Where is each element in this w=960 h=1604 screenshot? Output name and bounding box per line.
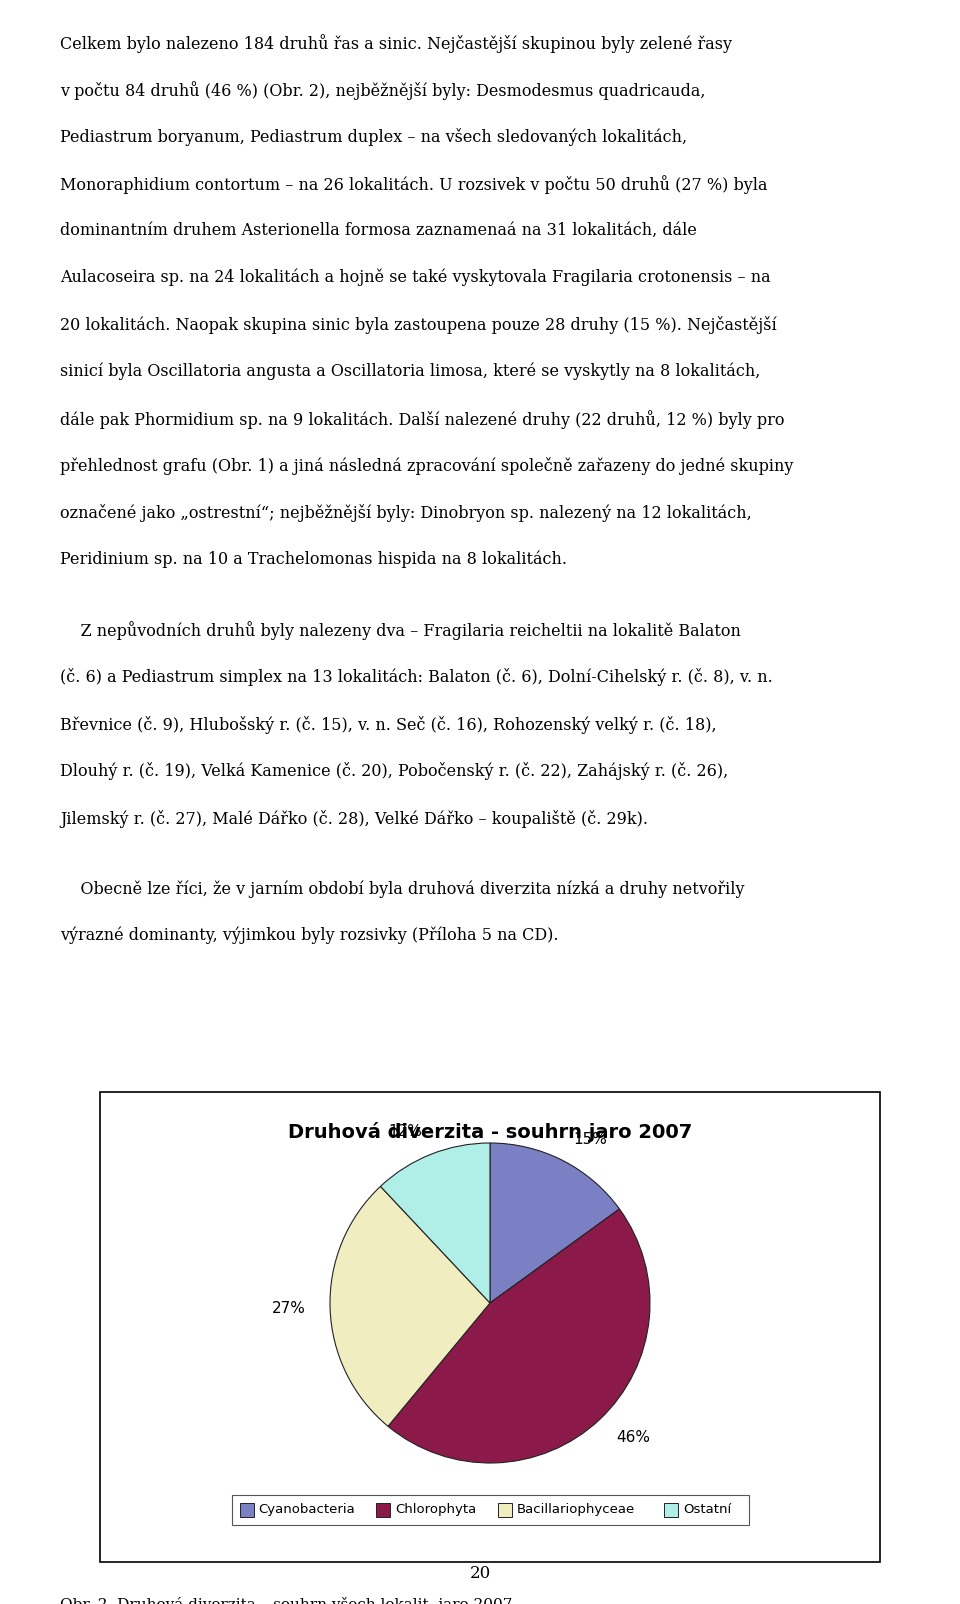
Text: Chlorophyta: Chlorophyta	[395, 1503, 476, 1516]
Text: 20 lokalitách. Naopak skupina sinic byla zastoupena pouze 28 druhy (15 %). Nejča: 20 lokalitách. Naopak skupina sinic byla…	[60, 316, 777, 334]
Text: Dlouhý r. (č. 19), Velká Kamenice (č. 20), Pobočenský r. (č. 22), Zahájský r. (č: Dlouhý r. (č. 19), Velká Kamenice (č. 20…	[60, 762, 729, 781]
Wedge shape	[490, 1144, 619, 1302]
Wedge shape	[388, 1209, 650, 1463]
Text: Aulacoseira sp. na 24 lokalitách a hojně se také vyskytovala Fragilaria crotonen: Aulacoseira sp. na 24 lokalitách a hojně…	[60, 269, 771, 287]
Text: Z nepůvodních druhů byly nalezeny dva – Fragilaria reicheltii na lokalitě Balato: Z nepůvodních druhů byly nalezeny dva – …	[60, 621, 741, 640]
Text: dále pak Phormidium sp. na 9 lokalitách. Další nalezené druhy (22 druhů, 12 %) b: dále pak Phormidium sp. na 9 lokalitách.…	[60, 411, 784, 428]
Text: Jilemský r. (č. 27), Malé Dářko (č. 28), Velké Dářko – koupaliště (č. 29k).: Jilemský r. (č. 27), Malé Dářko (č. 28),…	[60, 810, 648, 828]
Text: 27%: 27%	[273, 1301, 306, 1317]
Text: Břevnice (č. 9), Hlubošský r. (č. 15), v. n. Seč (č. 16), Rohozenský velký r. (č: Břevnice (č. 9), Hlubošský r. (č. 15), v…	[60, 715, 716, 733]
Wedge shape	[330, 1187, 490, 1426]
Text: označené jako „ostrestní“; nejběžnější byly: Dinobryon sp. nalezený na 12 lokali: označené jako „ostrestní“; nejběžnější b…	[60, 504, 752, 521]
Text: dominantním druhem Asterionella formosa zaznamenaá na 31 lokalitách, dále: dominantním druhem Asterionella formosa …	[60, 221, 697, 239]
Text: sinicí byla Oscillatoria angusta a Oscillatoria limosa, které se vyskytly na 8 l: sinicí byla Oscillatoria angusta a Oscil…	[60, 363, 760, 380]
Wedge shape	[380, 1144, 490, 1302]
Text: 12%: 12%	[389, 1124, 422, 1139]
Bar	[376, 1503, 390, 1516]
Bar	[497, 1503, 512, 1516]
Bar	[239, 1503, 253, 1516]
Bar	[231, 1495, 749, 1524]
Text: Monoraphidium contortum – na 26 lokalitách. U rozsivek v počtu 50 druhů (27 %) b: Monoraphidium contortum – na 26 lokalitá…	[60, 175, 767, 194]
Text: Druhová diverzita - souhrn jaro 2007: Druhová diverzita - souhrn jaro 2007	[288, 1121, 692, 1142]
Text: Celkem bylo nalezeno 184 druhů řas a sinic. Nejčastější skupinou byly zelené řas: Celkem bylo nalezeno 184 druhů řas a sin…	[60, 34, 732, 53]
Text: 20: 20	[469, 1566, 491, 1582]
Text: Peridinium sp. na 10 a Trachelomonas hispida na 8 lokalitách.: Peridinium sp. na 10 a Trachelomonas his…	[60, 552, 567, 568]
Text: Pediastrum boryanum, Pediastrum duplex – na všech sledovaných lokalitách,: Pediastrum boryanum, Pediastrum duplex –…	[60, 128, 687, 146]
Text: Cyanobacteria: Cyanobacteria	[258, 1503, 355, 1516]
Text: přehlednost grafu (Obr. 1) a jiná následná zpracování společně zařazeny do jedné: přehlednost grafu (Obr. 1) a jiná násled…	[60, 457, 793, 475]
Text: Ostatní: Ostatní	[683, 1503, 732, 1516]
Text: Obecně lze říci, že v jarním období byla druhová diverzita nízká a druhy netvoři: Obecně lze říci, že v jarním období byla…	[60, 881, 745, 898]
Text: 15%: 15%	[573, 1131, 608, 1147]
Text: 46%: 46%	[616, 1429, 650, 1445]
Text: v počtu 84 druhů (46 %) (Obr. 2), nejběžnější byly: Desmodesmus quadricauda,: v počtu 84 druhů (46 %) (Obr. 2), nejběž…	[60, 80, 706, 99]
Text: (č. 6) a Pediastrum simplex na 13 lokalitách: Balaton (č. 6), Dolní-Cihelský r. : (č. 6) a Pediastrum simplex na 13 lokali…	[60, 669, 773, 687]
Bar	[100, 1091, 880, 1562]
Text: výrazné dominanty, výjimkou byly rozsivky (Příloha 5 na CD).: výrazné dominanty, výjimkou byly rozsivk…	[60, 927, 559, 945]
Text: Bacillariophyceae: Bacillariophyceae	[516, 1503, 635, 1516]
Bar	[664, 1503, 678, 1516]
Text: Obr. 2. Druhová diverzita – souhrn všech lokalit, jaro 2007: Obr. 2. Druhová diverzita – souhrn všech…	[60, 1596, 513, 1604]
